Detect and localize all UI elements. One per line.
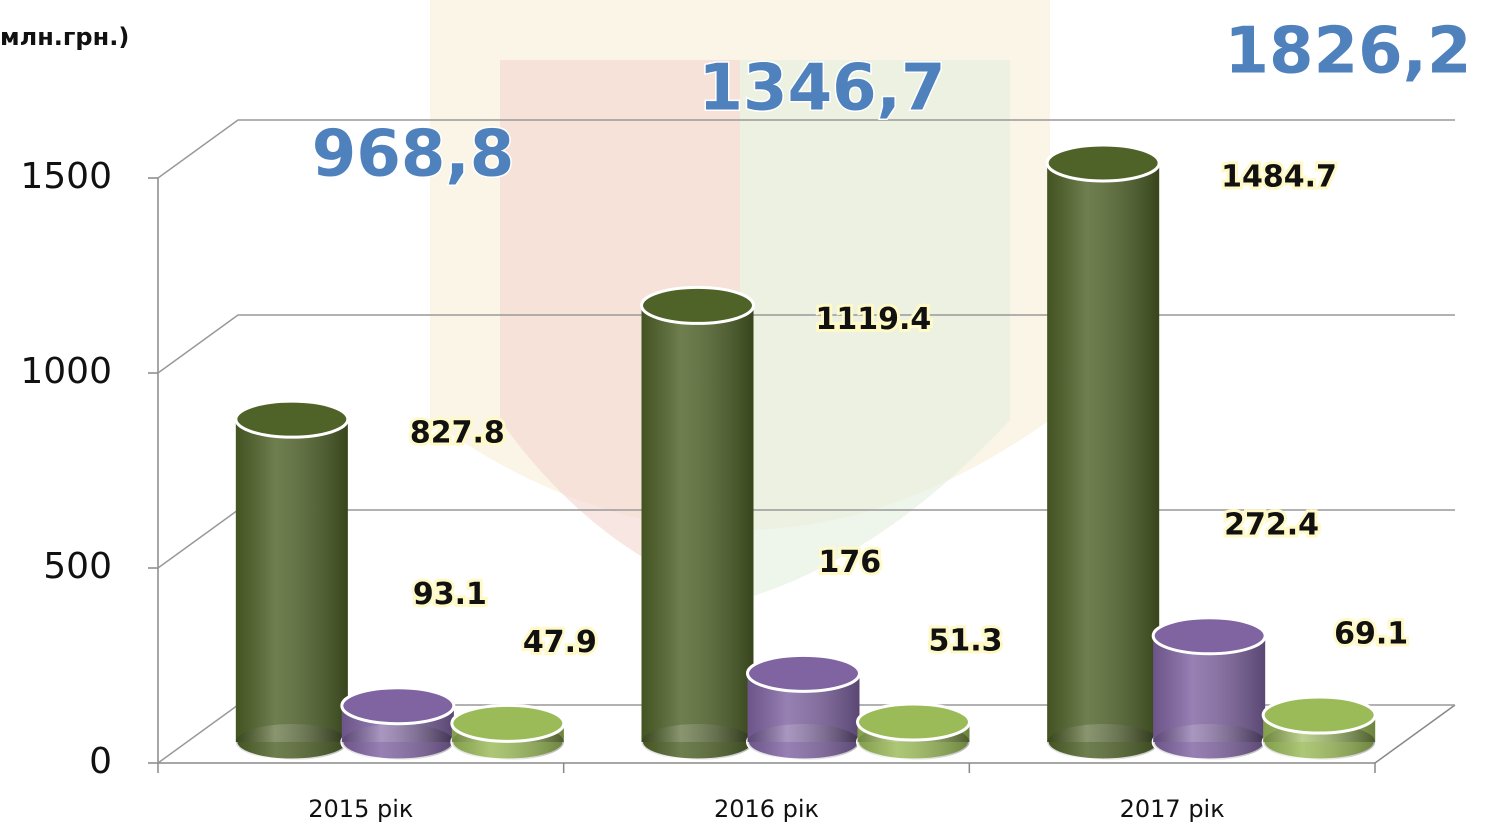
y-tick-label: 1000 — [20, 351, 112, 392]
cylinder-part — [1045, 143, 1161, 183]
y-tick-label: 0 — [89, 741, 112, 782]
data-label: 93.1 — [413, 577, 487, 612]
data-label: 176 — [819, 545, 882, 580]
cylinder — [450, 703, 566, 762]
cylinder — [1151, 616, 1267, 762]
data-label: 51.3 — [929, 623, 1003, 658]
grid-line — [157, 119, 1455, 179]
cylinder-part — [640, 285, 755, 325]
x-tick-label: 2016 рік — [714, 795, 819, 823]
cylinder-part — [856, 702, 971, 742]
cylinder — [746, 653, 861, 762]
cylinder-part — [641, 724, 754, 760]
total-label: 968,8 — [312, 118, 514, 192]
data-label: 827.8 — [410, 416, 505, 451]
y-axis-label: млн.грн.) — [0, 23, 129, 51]
cylinder-part — [747, 724, 860, 760]
data-label: 1484.7 — [1221, 159, 1337, 194]
cylinder-part — [641, 305, 754, 742]
cylinder-part — [341, 724, 454, 760]
cylinder — [856, 702, 971, 762]
cylinder-part — [234, 399, 350, 439]
y-tick-label: 500 — [43, 546, 112, 587]
cylinder — [1045, 143, 1161, 762]
total-label: 1826,2 — [1225, 15, 1472, 89]
cylinder-part — [235, 724, 348, 760]
cylinder — [340, 686, 456, 762]
cylinder — [1261, 695, 1377, 762]
cylinder-part — [1263, 724, 1376, 760]
cylinder-part — [1047, 724, 1160, 760]
y-tick-label: 1500 — [20, 156, 112, 197]
cylinder-part — [340, 686, 456, 726]
cylinder — [234, 399, 350, 762]
cylinder-part — [1261, 695, 1377, 735]
cylinder — [640, 285, 755, 762]
floor-edge — [1374, 704, 1456, 764]
cylinder-part — [450, 703, 566, 743]
cylinder-part — [1047, 162, 1160, 743]
data-label: 47.9 — [523, 625, 597, 660]
cylinder-part — [1151, 616, 1267, 656]
data-label: 69.1 — [1334, 617, 1408, 652]
cylinder-part — [235, 419, 348, 742]
data-label: 272.4 — [1224, 507, 1319, 542]
x-tick-label: 2015 рік — [308, 795, 413, 823]
cylinder-part — [1153, 724, 1266, 760]
data-label: 1119.4 — [816, 302, 932, 337]
x-tick-label: 2017 рік — [1120, 795, 1225, 823]
total-label: 1346,7 — [699, 52, 946, 126]
cylinder-part — [746, 653, 861, 693]
